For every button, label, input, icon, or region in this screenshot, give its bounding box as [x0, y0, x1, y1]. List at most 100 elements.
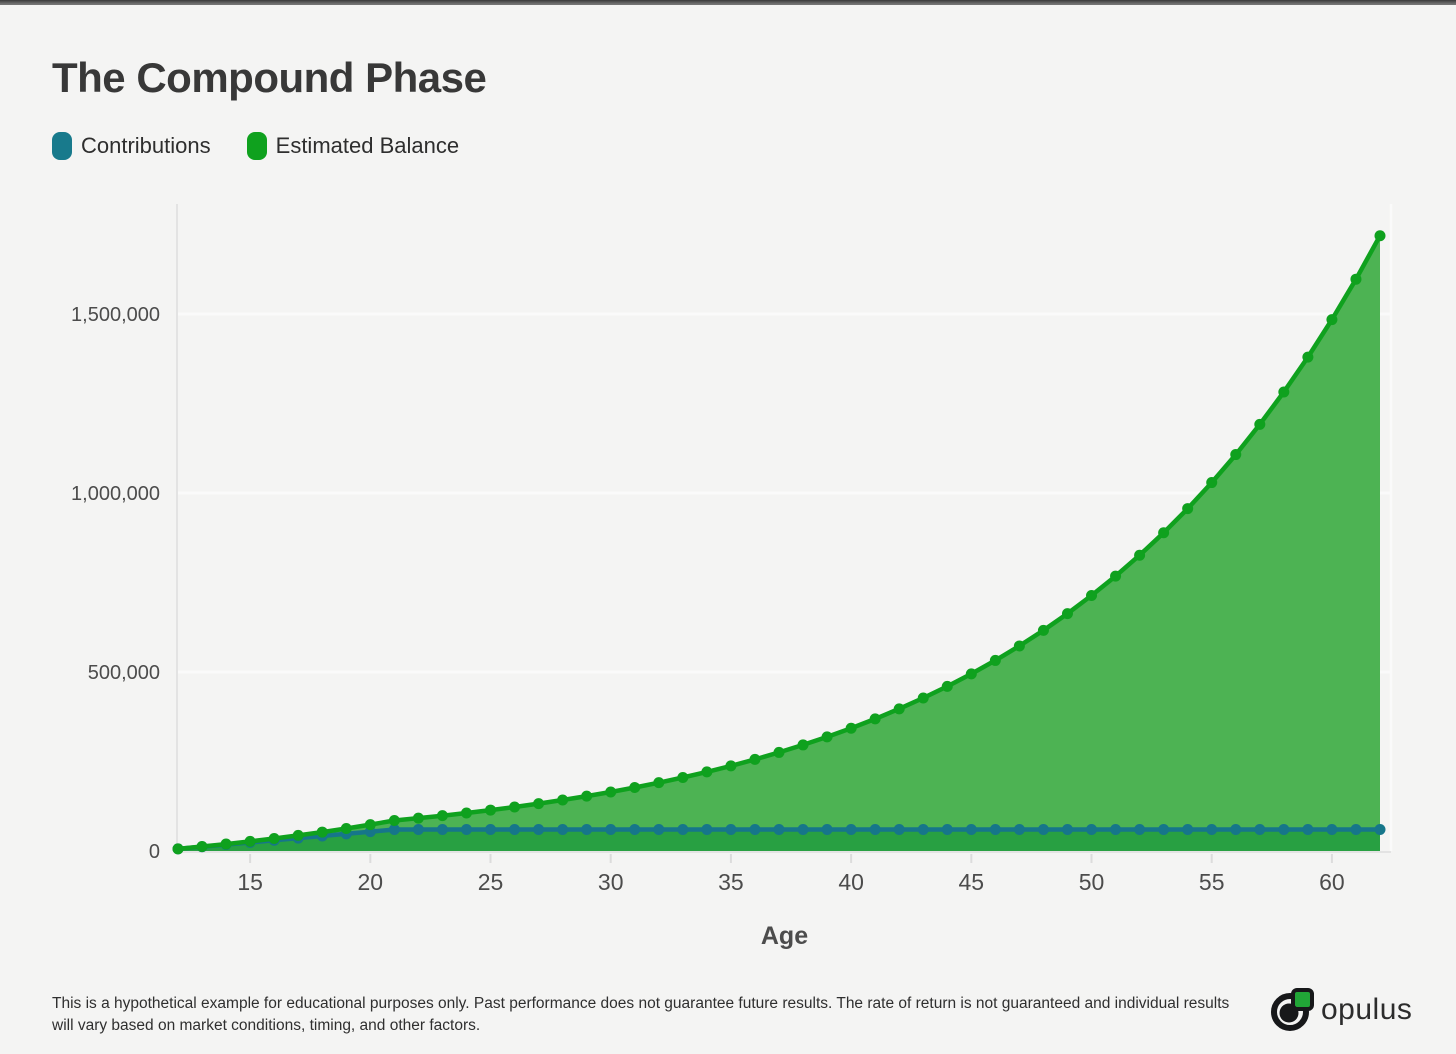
- y-tick-label: 1,500,000: [71, 304, 160, 326]
- estimated-balance-point: [364, 819, 376, 831]
- x-tick-label: 35: [718, 869, 744, 895]
- estimated-balance-point: [292, 829, 304, 841]
- contributions-area: [178, 829, 1380, 851]
- logo-inner-dot: [1279, 1003, 1299, 1023]
- estimated-balance-point: [1134, 549, 1146, 561]
- estimated-balance-point: [220, 838, 232, 850]
- estimated-balance-point: [653, 777, 665, 789]
- contributions-point: [869, 824, 881, 836]
- contributions-point: [1350, 824, 1362, 836]
- estimated-balance-point: [1254, 418, 1266, 430]
- contributions-point: [893, 824, 905, 836]
- contributions-point: [1302, 824, 1314, 836]
- x-tick-label: 30: [598, 869, 624, 895]
- estimated-balance-point: [941, 680, 953, 692]
- estimated-balance-point: [1350, 273, 1362, 285]
- estimated-balance-area: [178, 235, 1380, 851]
- estimated-balance-point: [340, 822, 352, 834]
- disclaimer-text: This is a hypothetical example for educa…: [52, 995, 1230, 1034]
- y-tick-label: 0: [149, 841, 160, 863]
- estimated-balance-point: [1230, 449, 1242, 461]
- estimated-balance-point: [965, 668, 977, 680]
- estimated-balance-point: [244, 835, 256, 847]
- logo-ring: [1271, 993, 1309, 1031]
- estimated-balance-point: [725, 760, 737, 772]
- legend-swatch-contributions: [52, 132, 72, 160]
- estimated-balance-point: [268, 832, 280, 844]
- estimated-balance-point: [196, 841, 208, 853]
- contributions-point: [677, 824, 689, 836]
- estimated-balance-point: [1302, 351, 1314, 363]
- estimated-balance-point: [316, 826, 328, 838]
- contributions-point: [1086, 824, 1098, 836]
- contributions-point: [917, 824, 929, 836]
- contributions-point: [989, 824, 1001, 836]
- contributions-point: [605, 824, 617, 836]
- contributions-point: [388, 824, 400, 836]
- contributions-point: [533, 824, 545, 836]
- contributions-point: [436, 824, 448, 836]
- estimated-balance-point: [989, 654, 1001, 666]
- logo-green-square: [1291, 988, 1314, 1011]
- estimated-balance-point: [1037, 624, 1049, 636]
- estimated-balance-point: [509, 801, 521, 813]
- estimated-balance-point: [1013, 640, 1025, 652]
- contributions-point: [965, 824, 977, 836]
- x-tick-label: 25: [478, 869, 504, 895]
- estimated-balance-point: [557, 794, 569, 806]
- estimated-balance-point: [1182, 503, 1194, 515]
- legend-swatch-estimated-balance: [246, 132, 267, 160]
- estimated-balance-point: [797, 739, 809, 751]
- window-top-bar: [0, 0, 1456, 5]
- estimated-balance-point: [701, 766, 713, 778]
- estimated-balance-point: [677, 771, 689, 783]
- estimated-balance-point: [773, 746, 785, 758]
- contributions-point: [1278, 824, 1290, 836]
- estimated-balance-point: [1086, 590, 1098, 602]
- estimated-balance-point: [749, 753, 761, 765]
- contributions-point: [1326, 824, 1338, 836]
- estimated-balance-point: [1278, 386, 1290, 398]
- contributions-point: [629, 824, 641, 836]
- estimated-balance-point: [460, 807, 472, 819]
- y-tick-label: 500,000: [88, 662, 160, 684]
- contributions-point: [1254, 824, 1266, 836]
- opulus-logo: opulus: [1270, 988, 1412, 1032]
- contributions-point: [557, 824, 569, 836]
- estimated-balance-point: [581, 790, 593, 802]
- estimated-balance-point: [1374, 230, 1386, 242]
- estimated-balance-point: [436, 810, 448, 822]
- x-tick-label: 50: [1079, 869, 1105, 895]
- estimated-balance-point: [845, 722, 857, 734]
- estimated-balance-point: [1110, 570, 1122, 582]
- contributions-point: [1206, 824, 1218, 836]
- estimated-balance-point: [412, 812, 424, 824]
- contributions-point: [1158, 824, 1170, 836]
- legend-label-contributions: Contributions: [81, 133, 211, 158]
- estimated-balance-point: [893, 703, 905, 715]
- x-tick-label: 55: [1199, 869, 1225, 895]
- opulus-logo-icon: [1271, 988, 1314, 1031]
- contributions-point: [725, 824, 737, 836]
- estimated-balance-point: [629, 781, 641, 793]
- estimated-balance-point: [917, 692, 929, 704]
- x-tick-label: 45: [959, 869, 985, 895]
- contributions-point: [1182, 824, 1194, 836]
- estimated-balance-point: [869, 713, 881, 725]
- contributions-point: [941, 824, 953, 836]
- contributions-point: [1230, 824, 1242, 836]
- contributions-point: [485, 824, 497, 836]
- estimated-balance-point: [1061, 608, 1073, 620]
- x-tick-label: 40: [838, 869, 864, 895]
- contributions-point: [845, 824, 857, 836]
- contributions-point: [1374, 824, 1386, 836]
- estimated-balance-point: [605, 786, 617, 798]
- estimated-balance-point: [821, 731, 833, 743]
- chart-legend: Contributions Estimated Balance: [52, 132, 459, 160]
- estimated-balance-point: [1326, 314, 1338, 326]
- x-tick-label: 20: [358, 869, 384, 895]
- contributions-point: [1061, 824, 1073, 836]
- contributions-point: [1037, 824, 1049, 836]
- contributions-point: [1013, 824, 1025, 836]
